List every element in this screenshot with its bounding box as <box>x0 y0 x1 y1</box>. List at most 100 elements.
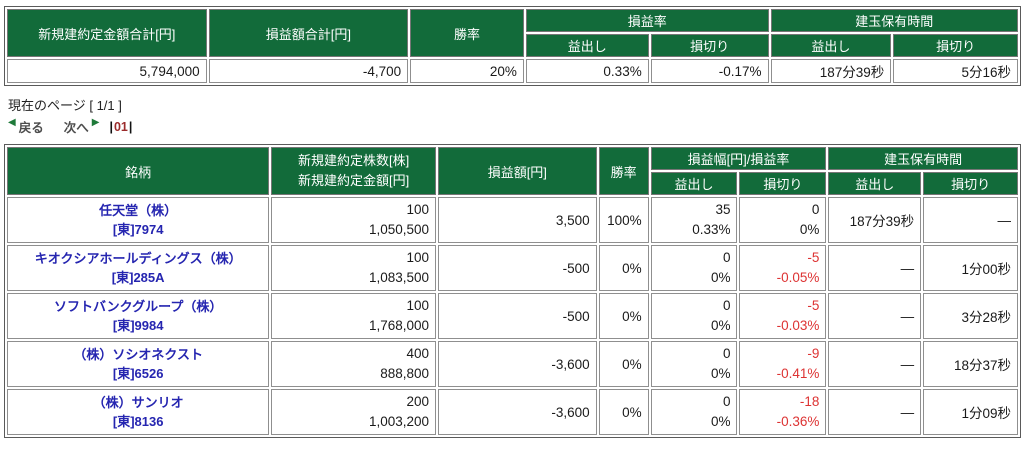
loss-rate-value: 0% <box>799 222 820 237</box>
loss-rate-value: -0.03% <box>776 318 820 333</box>
hold-loss-value: 1分00秒 <box>923 245 1018 291</box>
shares-amount-cell: 400 888,800 <box>271 341 436 387</box>
hold-profit-value: ― <box>828 341 922 387</box>
profit-width-cell: 0 0% <box>650 341 738 387</box>
amount-value: 1,083,500 <box>368 270 429 285</box>
table-row-sanrio: （株）サンリオ [東]8136 200 1,003,200 -3,600 0% … <box>7 389 1018 435</box>
profit-rate-value: 0.33% <box>692 222 731 237</box>
profit-width-cell: 0 0% <box>650 389 738 435</box>
detail-header-hold-profit: 益出し <box>828 172 922 195</box>
hold-loss-value: 1分09秒 <box>923 389 1018 435</box>
stock-symbol-cell: キオクシアホールディングス（株） [東]285A <box>7 245 270 291</box>
table-row-kioxia: キオクシアホールディングス（株） [東]285A 100 1,083,500 -… <box>7 245 1018 291</box>
detail-header-profit-take: 益出し <box>650 172 738 195</box>
pl-value: -3,600 <box>438 341 597 387</box>
pipe-right: | <box>128 119 133 134</box>
detail-header-shares-line1: 新規建約定株数[株] <box>298 153 410 168</box>
loss-width-cell: -9 -0.41% <box>739 341 827 387</box>
stock-symbol-cell: ソフトバンクグループ（株） [東]9984 <box>7 293 270 339</box>
profit-width-value: 0 <box>722 250 731 265</box>
summary-hold-profit-value: 187分39秒 <box>770 59 892 83</box>
stock-name: （株）サンリオ <box>92 395 184 410</box>
summary-pl-rate-loss-value: -0.17% <box>650 59 769 83</box>
summary-hold-loss-value: 5分16秒 <box>893 59 1018 83</box>
hold-loss-value: 3分28秒 <box>923 293 1018 339</box>
stock-symbol-cell: （株）ソシオネクスト [東]6526 <box>7 341 270 387</box>
loss-rate-value: -0.05% <box>776 270 820 285</box>
hold-profit-value: 187分39秒 <box>828 197 922 243</box>
detail-header-row-2: 益出し 損切り 益出し 損切り <box>7 172 1018 195</box>
summary-header-pl-rate-profit: 益出し <box>525 34 649 57</box>
stock-name: キオクシアホールディングス（株） <box>34 251 242 266</box>
stock-link[interactable]: （株）サンリオ [東]8136 <box>14 393 262 431</box>
detail-header-pl: 損益額[円] <box>438 147 597 195</box>
summary-header-pl-rate-group: 損益率 <box>525 9 769 32</box>
stock-symbol-cell: （株）サンリオ [東]8136 <box>7 389 270 435</box>
stock-link[interactable]: ソフトバンクグループ（株） [東]9984 <box>14 297 262 335</box>
win-rate-value: 100% <box>598 197 649 243</box>
next-button[interactable]: 次へ <box>63 121 89 135</box>
profit-width-cell: 35 0.33% <box>650 197 738 243</box>
back-arrow-icon: ◀ <box>8 117 16 128</box>
loss-width-value: -9 <box>807 346 820 361</box>
profit-rate-value: 0% <box>710 414 731 429</box>
back-button[interactable]: 戻る <box>18 121 44 135</box>
page-number-01[interactable]: 01 <box>113 119 128 134</box>
loss-width-cell: 0 0% <box>739 197 827 243</box>
amount-value: 1,050,500 <box>368 222 429 237</box>
profit-width-value: 0 <box>722 298 731 313</box>
hold-profit-value: ― <box>828 293 922 339</box>
loss-width-cell: -5 -0.03% <box>739 293 827 339</box>
summary-header-hold-loss: 損切り <box>893 34 1018 57</box>
hold-profit-value: ― <box>828 389 922 435</box>
shares-value: 100 <box>406 298 429 313</box>
profit-width-value: 0 <box>722 346 731 361</box>
profit-rate-value: 0% <box>710 366 731 381</box>
shares-value: 200 <box>406 394 429 409</box>
pipe-left: | <box>109 119 113 134</box>
win-rate-value: 0% <box>598 389 649 435</box>
hold-loss-value: ― <box>923 197 1018 243</box>
table-row-softbank: ソフトバンクグループ（株） [東]9984 100 1,768,000 -500… <box>7 293 1018 339</box>
win-rate-value: 0% <box>598 245 649 291</box>
pl-value: -3,600 <box>438 389 597 435</box>
summary-header-pl-rate-loss: 損切り <box>650 34 769 57</box>
loss-width-value: -18 <box>799 394 820 409</box>
stock-link[interactable]: 任天堂（株） [東]7974 <box>14 201 262 239</box>
stock-name: （株）ソシオネクスト <box>73 347 203 362</box>
detail-table: 銘柄 新規建約定株数[株] 新規建約定金額[円] 損益額[円] 勝率 損益幅[円… <box>4 144 1021 438</box>
loss-rate-value: -0.41% <box>776 366 820 381</box>
profit-rate-value: 0% <box>710 318 731 333</box>
detail-header-win-rate: 勝率 <box>598 147 649 195</box>
profit-width-cell: 0 0% <box>650 293 738 339</box>
profit-rate-value: 0% <box>710 270 731 285</box>
profit-width-value: 0 <box>722 394 731 409</box>
summary-header-hold-time-group: 建玉保有時間 <box>770 9 1018 32</box>
shares-amount-cell: 100 1,083,500 <box>271 245 436 291</box>
summary-amount-total-value: 5,794,000 <box>7 59 207 83</box>
stock-link[interactable]: キオクシアホールディングス（株） [東]285A <box>14 249 262 287</box>
loss-width-value: 0 <box>811 202 820 217</box>
pl-value: -500 <box>438 245 597 291</box>
profit-width-cell: 0 0% <box>650 245 738 291</box>
summary-header-row-1: 新規建約定金額合計[円] 損益額合計[円] 勝率 損益率 建玉保有時間 <box>7 9 1018 57</box>
pagination: 現在のページ [ 1/1 ] ◀ 戻る 次へ ▶ |01| <box>8 95 1021 136</box>
loss-width-cell: -18 -0.36% <box>739 389 827 435</box>
stock-code: [東]7974 <box>112 222 164 237</box>
profit-width-value: 35 <box>715 202 731 217</box>
amount-value: 1,768,000 <box>368 318 429 333</box>
win-rate-value: 0% <box>598 341 649 387</box>
summary-pl-total-value: -4,700 <box>208 59 409 83</box>
summary-header-amount-total: 新規建約定金額合計[円] <box>7 9 207 57</box>
current-page-label: 現在のページ [ 1/1 ] <box>8 98 122 113</box>
table-row-socionext: （株）ソシオネクスト [東]6526 400 888,800 -3,600 0%… <box>7 341 1018 387</box>
summary-header-pl-total: 損益額合計[円] <box>208 9 409 57</box>
detail-header-loss-cut: 損切り <box>739 172 827 195</box>
shares-amount-cell: 100 1,768,000 <box>271 293 436 339</box>
stock-name: ソフトバンクグループ（株） <box>53 299 223 314</box>
stock-link[interactable]: （株）ソシオネクスト [東]6526 <box>14 345 262 383</box>
loss-width-cell: -5 -0.05% <box>739 245 827 291</box>
summary-table: 新規建約定金額合計[円] 損益額合計[円] 勝率 損益率 建玉保有時間 益出し … <box>4 6 1021 86</box>
table-row-nintendo: 任天堂（株） [東]7974 100 1,050,500 3,500 100% … <box>7 197 1018 243</box>
summary-header-row-2: 益出し 損切り 益出し 損切り <box>7 34 1018 57</box>
